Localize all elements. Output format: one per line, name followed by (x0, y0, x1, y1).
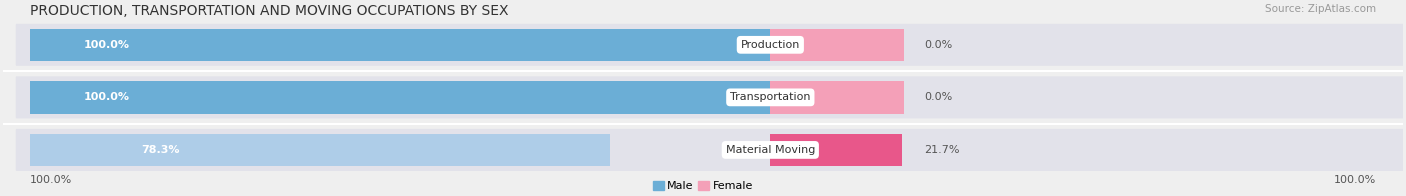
FancyBboxPatch shape (15, 129, 1403, 171)
Text: PRODUCTION, TRANSPORTATION AND MOVING OCCUPATIONS BY SEX: PRODUCTION, TRANSPORTATION AND MOVING OC… (30, 4, 508, 18)
Bar (770, 29, 904, 61)
FancyBboxPatch shape (15, 76, 1403, 118)
Text: 100.0%: 100.0% (83, 40, 129, 50)
Text: 0.0%: 0.0% (924, 40, 952, 50)
Bar (770, 81, 904, 114)
Text: Material Moving: Material Moving (725, 145, 815, 155)
Text: 100.0%: 100.0% (30, 175, 72, 185)
Legend: Male, Female: Male, Female (648, 177, 758, 196)
Text: Transportation: Transportation (730, 92, 811, 102)
Text: Source: ZipAtlas.com: Source: ZipAtlas.com (1265, 4, 1376, 14)
Text: 21.7%: 21.7% (924, 145, 959, 155)
Bar (30, 134, 610, 166)
Text: 0.0%: 0.0% (924, 92, 952, 102)
Text: 78.3%: 78.3% (142, 145, 180, 155)
Bar (770, 134, 901, 166)
Bar (30, 29, 770, 61)
Text: 100.0%: 100.0% (1334, 175, 1376, 185)
Text: 100.0%: 100.0% (83, 92, 129, 102)
Text: Production: Production (741, 40, 800, 50)
Bar (30, 81, 770, 114)
FancyBboxPatch shape (15, 24, 1403, 66)
